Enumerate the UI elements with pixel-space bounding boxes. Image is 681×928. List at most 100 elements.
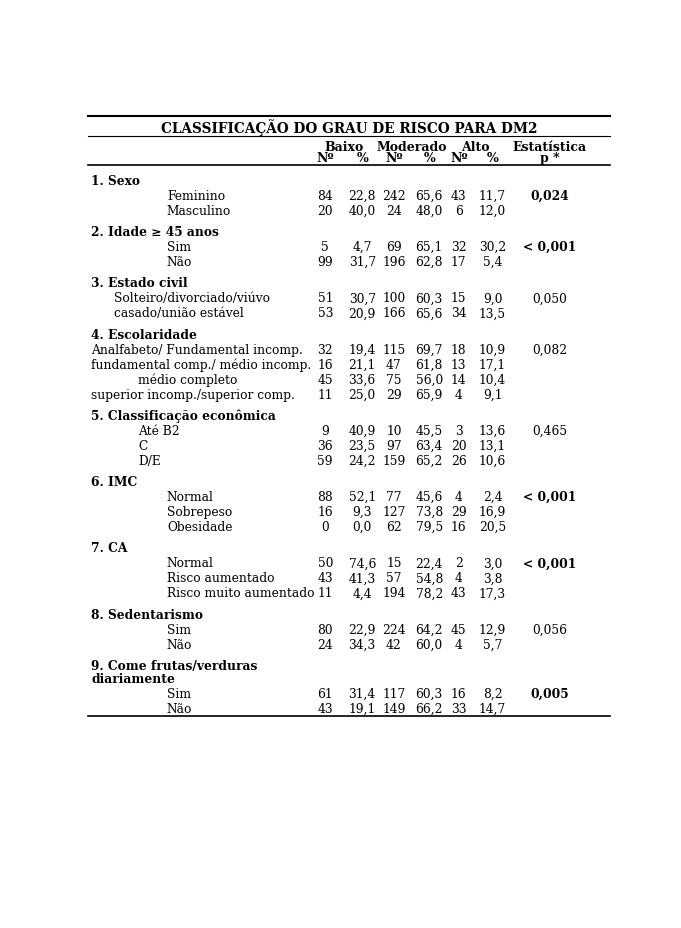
Text: 6: 6 <box>455 205 462 218</box>
Text: 33: 33 <box>451 702 466 715</box>
Text: 30,2: 30,2 <box>479 241 506 254</box>
Text: 48,0: 48,0 <box>415 205 443 218</box>
Text: 65,1: 65,1 <box>415 241 443 254</box>
Text: 12,9: 12,9 <box>479 623 506 636</box>
Text: 4: 4 <box>455 638 462 651</box>
Text: 43: 43 <box>317 572 333 585</box>
Text: Não: Não <box>167 638 192 651</box>
Text: 10,6: 10,6 <box>479 455 506 468</box>
Text: 78,2: 78,2 <box>415 586 443 599</box>
Text: 75: 75 <box>386 373 402 386</box>
Text: 99: 99 <box>317 256 333 269</box>
Text: 64,2: 64,2 <box>415 623 443 636</box>
Text: 8. Sedentarismo: 8. Sedentarismo <box>91 608 204 621</box>
Text: 60,0: 60,0 <box>415 638 443 651</box>
Text: fundamental comp./ médio incomp.: fundamental comp./ médio incomp. <box>91 358 312 371</box>
Text: 4,7: 4,7 <box>353 241 372 254</box>
Text: 31,7: 31,7 <box>349 256 376 269</box>
Text: 45: 45 <box>317 373 333 386</box>
Text: 17,3: 17,3 <box>479 586 506 599</box>
Text: 10,4: 10,4 <box>479 373 506 386</box>
Text: 13: 13 <box>451 358 466 371</box>
Text: 45: 45 <box>451 623 466 636</box>
Text: 33,6: 33,6 <box>349 373 376 386</box>
Text: Normal: Normal <box>167 491 214 504</box>
Text: 63,4: 63,4 <box>415 439 443 452</box>
Text: %: % <box>487 151 498 164</box>
Text: 9,0: 9,0 <box>483 292 503 305</box>
Text: 11: 11 <box>317 388 333 401</box>
Text: 62,8: 62,8 <box>415 256 443 269</box>
Text: < 0,001: < 0,001 <box>523 491 576 504</box>
Text: Masculino: Masculino <box>167 205 231 218</box>
Text: 80: 80 <box>317 623 333 636</box>
Text: 60,3: 60,3 <box>415 688 443 701</box>
Text: 60,3: 60,3 <box>415 292 443 305</box>
Text: 57: 57 <box>386 572 402 585</box>
Text: %: % <box>356 151 368 164</box>
Text: Sim: Sim <box>167 688 191 701</box>
Text: < 0,001: < 0,001 <box>523 557 576 570</box>
Text: 19,1: 19,1 <box>349 702 376 715</box>
Text: 196: 196 <box>382 256 406 269</box>
Text: casado/união estável: casado/união estável <box>114 307 244 320</box>
Text: 73,8: 73,8 <box>415 506 443 519</box>
Text: 40,0: 40,0 <box>349 205 376 218</box>
Text: p *: p * <box>540 151 559 164</box>
Text: 0,056: 0,056 <box>532 623 567 636</box>
Text: 15: 15 <box>386 557 402 570</box>
Text: 8,2: 8,2 <box>483 688 503 701</box>
Text: 22,4: 22,4 <box>415 557 443 570</box>
Text: 29: 29 <box>386 388 402 401</box>
Text: 7. CA: 7. CA <box>91 542 128 555</box>
Text: Risco muito aumentado: Risco muito aumentado <box>167 586 315 599</box>
Text: 25,0: 25,0 <box>349 388 376 401</box>
Text: 20,9: 20,9 <box>349 307 376 320</box>
Text: 4,4: 4,4 <box>352 586 372 599</box>
Text: 14,7: 14,7 <box>479 702 506 715</box>
Text: 18: 18 <box>451 343 466 356</box>
Text: médio completo: médio completo <box>138 373 237 386</box>
Text: 54,8: 54,8 <box>415 572 443 585</box>
Text: Alto: Alto <box>462 140 490 153</box>
Text: Sobrepeso: Sobrepeso <box>167 506 232 519</box>
Text: 11,7: 11,7 <box>479 190 506 203</box>
Text: 194: 194 <box>382 586 406 599</box>
Text: %: % <box>424 151 435 164</box>
Text: 40,9: 40,9 <box>349 424 376 437</box>
Text: 32: 32 <box>451 241 466 254</box>
Text: 0,465: 0,465 <box>532 424 567 437</box>
Text: Moderado: Moderado <box>377 140 447 153</box>
Text: 2. Idade ≥ 45 anos: 2. Idade ≥ 45 anos <box>91 226 219 238</box>
Text: 43: 43 <box>451 190 466 203</box>
Text: 36: 36 <box>317 439 333 452</box>
Text: Não: Não <box>167 256 192 269</box>
Text: 9: 9 <box>321 424 329 437</box>
Text: 26: 26 <box>451 455 466 468</box>
Text: 0: 0 <box>321 521 329 534</box>
Text: Sim: Sim <box>167 241 191 254</box>
Text: 65,6: 65,6 <box>415 307 443 320</box>
Text: Obesidade: Obesidade <box>167 521 232 534</box>
Text: 10: 10 <box>386 424 402 437</box>
Text: 45,6: 45,6 <box>415 491 443 504</box>
Text: < 0,001: < 0,001 <box>523 241 576 254</box>
Text: 242: 242 <box>382 190 406 203</box>
Text: 65,6: 65,6 <box>415 190 443 203</box>
Text: 29: 29 <box>451 506 466 519</box>
Text: 2: 2 <box>455 557 462 570</box>
Text: 22,8: 22,8 <box>349 190 376 203</box>
Text: 97: 97 <box>386 439 402 452</box>
Text: 20: 20 <box>451 439 466 452</box>
Text: Feminino: Feminino <box>167 190 225 203</box>
Text: 3,8: 3,8 <box>483 572 503 585</box>
Text: 3: 3 <box>455 424 462 437</box>
Text: 16,9: 16,9 <box>479 506 506 519</box>
Text: 12,0: 12,0 <box>479 205 506 218</box>
Text: 74,6: 74,6 <box>349 557 376 570</box>
Text: 20: 20 <box>317 205 333 218</box>
Text: 69,7: 69,7 <box>415 343 443 356</box>
Text: 16: 16 <box>317 506 333 519</box>
Text: CLASSIFICAÇÃO DO GRAU DE RISCO PARA DM2: CLASSIFICAÇÃO DO GRAU DE RISCO PARA DM2 <box>161 120 537 136</box>
Text: 84: 84 <box>317 190 333 203</box>
